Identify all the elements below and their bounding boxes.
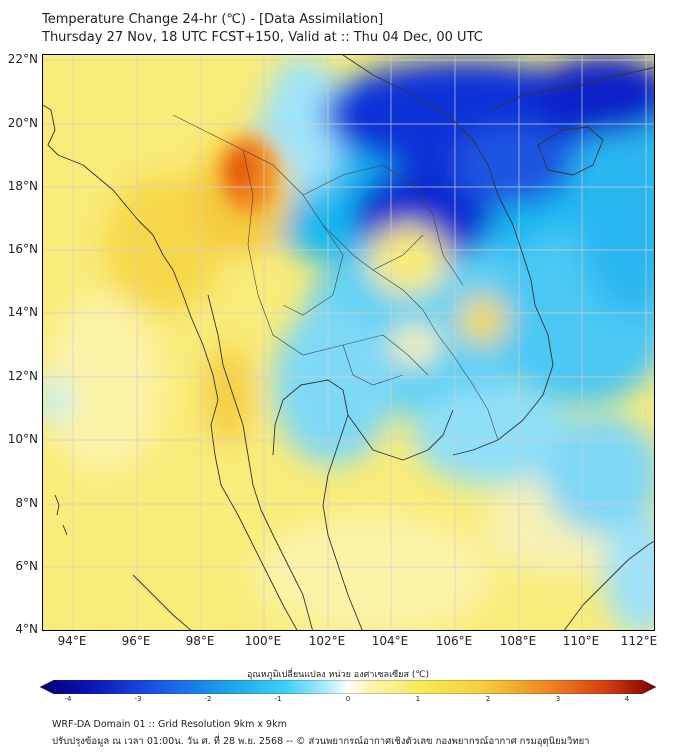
lon-label: 108°E [499, 634, 537, 648]
lat-label: 14°N [7, 305, 38, 319]
chart-subtitle: Thursday 27 Nov, 18 UTC FCST+150, Valid … [42, 30, 483, 45]
colorbar [40, 680, 656, 694]
lon-label: 110°E [562, 634, 600, 648]
lon-label: 100°E [244, 634, 282, 648]
lat-label: 20°N [7, 116, 38, 130]
lat-label: 4°N [15, 622, 38, 636]
colorbar-tick: 0 [345, 695, 351, 703]
lon-label: 96°E [121, 634, 151, 648]
colorbar-tick: -3 [134, 695, 142, 703]
chart-title: Temperature Change 24-hr (℃) - [Data Ass… [42, 12, 384, 27]
temperature-map [42, 54, 655, 631]
lat-label: 12°N [7, 369, 38, 383]
lat-label: 10°N [7, 432, 38, 446]
admin-borders [172, 114, 499, 441]
colorbar-title: อุณหภูมิเปลี่ยนแปลง หน่วย องศาเซลเซียส (… [246, 670, 430, 680]
map-canvas [43, 55, 654, 630]
lon-label: 106°E [435, 634, 473, 648]
footer-credit: ปรับปรุงข้อมูล ณ เวลา 01:00น. วัน ศ. ที่… [52, 736, 590, 747]
colorbar-tick: -2 [204, 695, 212, 703]
lat-label: 16°N [7, 242, 38, 256]
lat-label: 6°N [15, 559, 38, 573]
footer-resolution: WRF-DA Domain 01 :: Grid Resolution 9km … [52, 719, 287, 730]
lon-label: 112°E [620, 634, 658, 648]
lon-label: 102°E [308, 634, 346, 648]
colorbar-tick: 3 [555, 695, 561, 703]
lat-label: 18°N [7, 179, 38, 193]
lat-label: 8°N [15, 496, 38, 510]
coastlines [43, 55, 654, 630]
lon-label: 98°E [185, 634, 215, 648]
colorbar-tick: -1 [274, 695, 282, 703]
lon-label: 94°E [57, 634, 87, 648]
map-graticule [43, 55, 654, 630]
lat-label: 22°N [7, 52, 38, 66]
colorbar-tick: 4 [624, 695, 630, 703]
colorbar-tick: 2 [485, 695, 491, 703]
lon-label: 104°E [371, 634, 409, 648]
hot-spot [220, 137, 276, 213]
colorbar-tick: 1 [415, 695, 421, 703]
colorbar-tick: -4 [64, 695, 72, 703]
